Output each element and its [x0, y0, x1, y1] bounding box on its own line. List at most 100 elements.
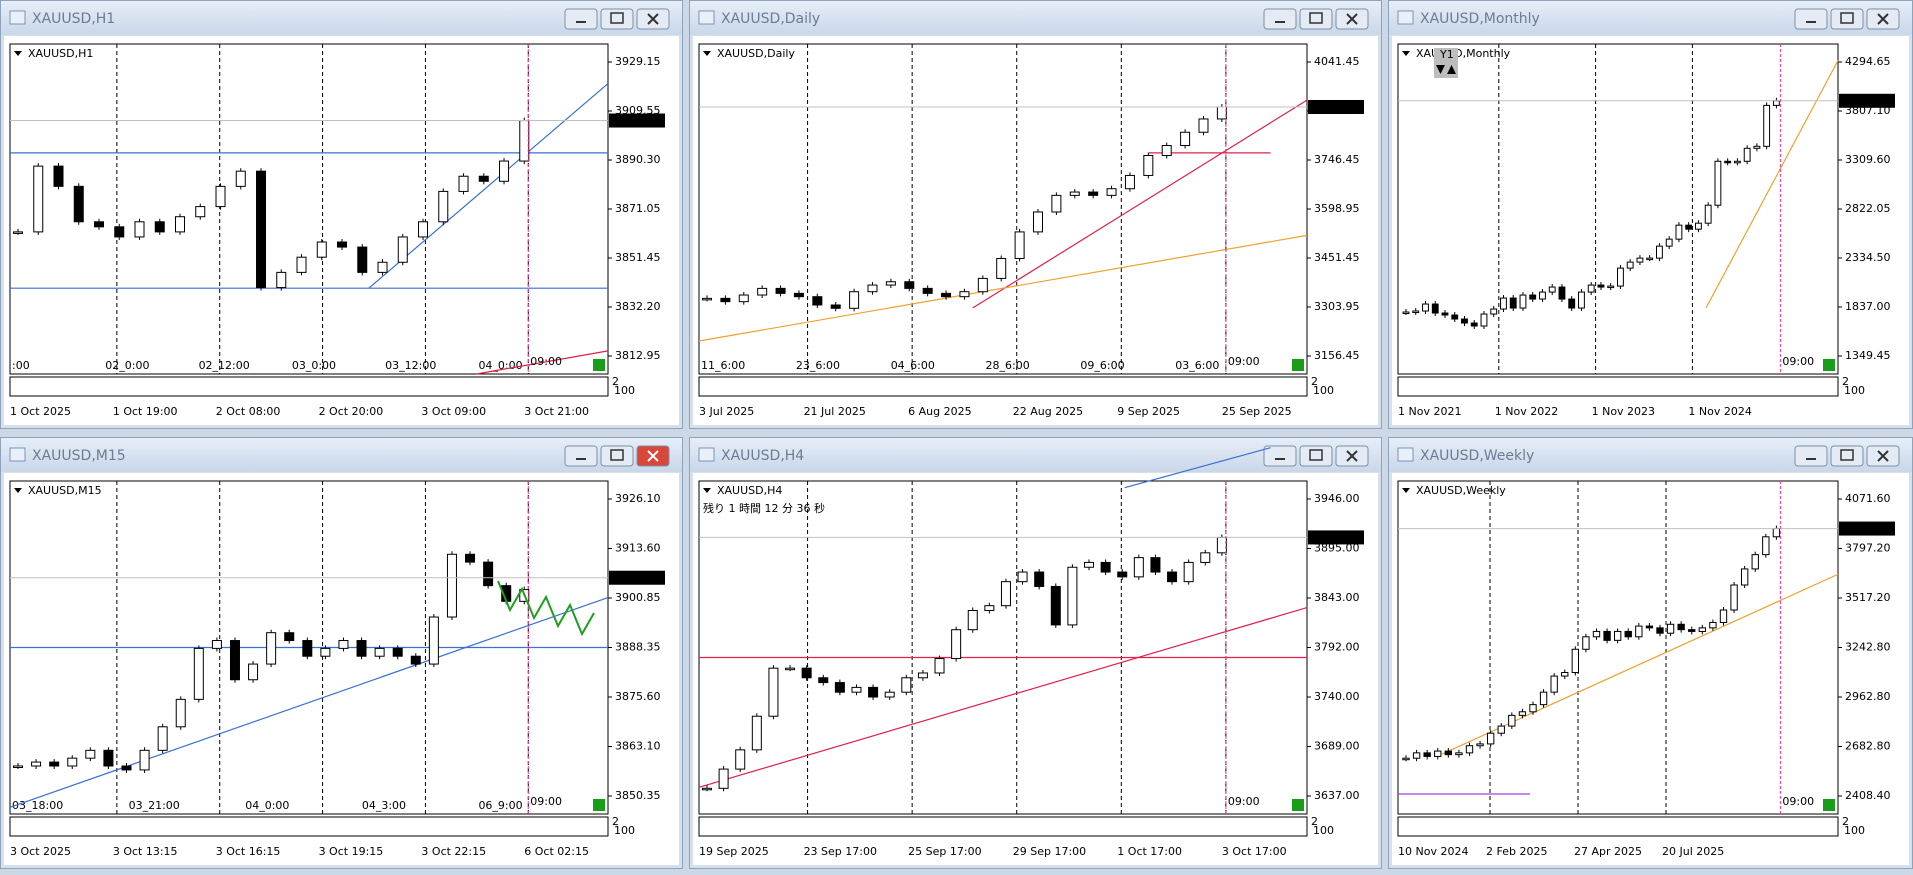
time-label: 2 Oct 08:00 — [216, 405, 281, 418]
candle — [397, 236, 408, 263]
maximize-button[interactable] — [600, 445, 634, 467]
candle — [103, 749, 114, 767]
collapse-arrow — [703, 51, 711, 56]
maximize-button[interactable] — [600, 8, 634, 30]
candle — [1017, 571, 1028, 583]
maximize-glyph — [610, 449, 624, 461]
candle — [1519, 294, 1527, 309]
price-tick-label: 3309.60 — [1845, 153, 1891, 166]
candle — [1730, 584, 1738, 611]
chart-window[interactable]: XAUUSD,Daily21004041.453893.953746.45359… — [689, 0, 1382, 433]
price-tick-label: 3689.00 — [1314, 740, 1360, 753]
candle — [229, 640, 240, 681]
indicator-strip — [1397, 816, 1839, 837]
bid-box — [1839, 93, 1895, 108]
candle — [1675, 224, 1683, 240]
minimize-button[interactable] — [1794, 445, 1828, 467]
maximize-button[interactable] — [1299, 445, 1333, 467]
candle — [73, 185, 84, 223]
price-tick-label: 4071.60 — [1845, 492, 1891, 505]
strip-scale: 2 — [612, 375, 619, 388]
price-tick-label: 3888.35 — [615, 641, 661, 654]
candle — [1558, 286, 1566, 300]
time-label: 3 Oct 19:15 — [319, 845, 384, 858]
candle — [735, 749, 746, 770]
maximize-glyph — [610, 12, 624, 24]
plot-area — [9, 43, 609, 375]
chart-window-frame: XAUUSD,H121003929.153909.553890.303871.0… — [0, 0, 683, 429]
candle — [1216, 536, 1227, 554]
price-tick-label: 2682.80 — [1845, 740, 1891, 753]
minimize-button[interactable] — [564, 445, 598, 467]
candle — [851, 686, 862, 693]
candle — [338, 640, 349, 649]
price-tick-label: 3832.20 — [615, 300, 661, 313]
maximize-button[interactable] — [1830, 445, 1864, 467]
price-tick-label: 3890.30 — [615, 153, 661, 166]
candle — [410, 655, 421, 665]
time-label: 1 Oct 2025 — [10, 405, 71, 418]
chart-window[interactable]: XAUUSD,Weekly 2 100 4071.60 3797.20 3517.20 32… — [1388, 437, 1913, 873]
session-label: 09:00 — [1782, 795, 1814, 808]
grid-label: 03_18:00 — [12, 799, 63, 812]
time-label: 20 Jul 2025 — [1662, 845, 1724, 858]
maximize-button[interactable] — [1299, 8, 1333, 30]
trend-line — [1441, 573, 1839, 755]
window-title: XAUUSD,M15 — [32, 448, 126, 464]
minimize-button[interactable] — [1263, 8, 1297, 30]
price-tick-label: 3850.35 — [615, 789, 661, 802]
plot-area — [1397, 43, 1839, 375]
session-label: 09:00 — [530, 355, 562, 368]
candle — [1051, 194, 1062, 213]
session-label: 09:00 — [1228, 795, 1260, 808]
candle — [428, 616, 439, 665]
candle — [195, 206, 206, 218]
bid-price: 3906.02 — [1311, 100, 1357, 113]
price-tick-label: 4294.65 — [1845, 55, 1891, 68]
window-title: XAUUSD,Daily — [721, 11, 820, 27]
chart-window[interactable]: XAUUSD,Monthly 2 100 4294.65 3807.10 3309.60 2… — [1388, 0, 1913, 433]
candle — [1423, 752, 1431, 757]
time-label: 1 Oct 19:00 — [113, 405, 178, 418]
price-tick-label: 4041.45 — [1314, 55, 1360, 68]
minimize-button[interactable] — [1794, 8, 1828, 30]
candle — [1539, 291, 1546, 300]
candle — [1167, 571, 1178, 583]
candle — [1772, 528, 1781, 538]
minimize-button[interactable] — [564, 8, 598, 30]
chart-window[interactable]: XAUUSD,H1 2 100 3929.15 3909.55 3890.30 3871.0… — [0, 0, 683, 433]
candle — [157, 726, 168, 751]
window-title: XAUUSD,H4 — [721, 448, 804, 464]
time-label: 2 Oct 20:00 — [319, 405, 384, 418]
candle — [1714, 160, 1722, 206]
candle — [1500, 297, 1507, 310]
chart-window[interactable]: XAUUSD,H4 2 100 3946.00 3895.00 3843.00 3792.0… — [689, 437, 1382, 873]
candle — [1084, 561, 1095, 568]
candle — [1568, 298, 1576, 309]
candle — [1550, 675, 1558, 693]
price-tick-label: 3875.60 — [615, 690, 661, 703]
candle — [1422, 303, 1429, 312]
forecast-path — [497, 580, 595, 637]
candle — [793, 292, 804, 298]
candle — [996, 257, 1007, 279]
price-tick-label: 3900.85 — [615, 591, 661, 604]
candle — [1636, 257, 1644, 263]
strip-scale: 100 — [1844, 384, 1865, 397]
candle — [941, 292, 952, 298]
candle — [284, 632, 295, 642]
maximize-button[interactable] — [1830, 8, 1864, 30]
time-label: 25 Sep 2025 — [1222, 405, 1292, 418]
strip-scale: 100 — [1313, 824, 1334, 837]
symbol-label: XAUUSD,M15 — [28, 484, 102, 497]
candle — [768, 667, 779, 717]
close-glyph — [1346, 13, 1358, 25]
minimize-button[interactable] — [1263, 445, 1297, 467]
candle — [757, 287, 768, 296]
time-label: 3 Oct 21:00 — [524, 405, 589, 418]
chart-window[interactable]: XAUUSD,M15 2 100 3926.10 3913.60 3900.85 3888.… — [0, 437, 683, 873]
collapse-arrow — [1402, 51, 1410, 56]
candle — [94, 221, 105, 228]
candle — [121, 765, 132, 771]
